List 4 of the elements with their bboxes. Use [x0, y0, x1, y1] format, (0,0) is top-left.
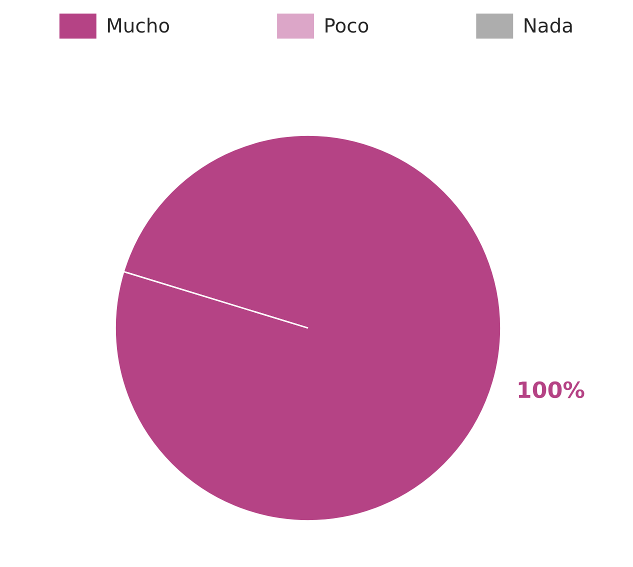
- legend-label: Nada: [524, 18, 572, 33]
- legend-label: Mucho: [108, 18, 170, 33]
- data-label: 100%: [518, 381, 584, 398]
- legend-label: Poco: [326, 18, 368, 33]
